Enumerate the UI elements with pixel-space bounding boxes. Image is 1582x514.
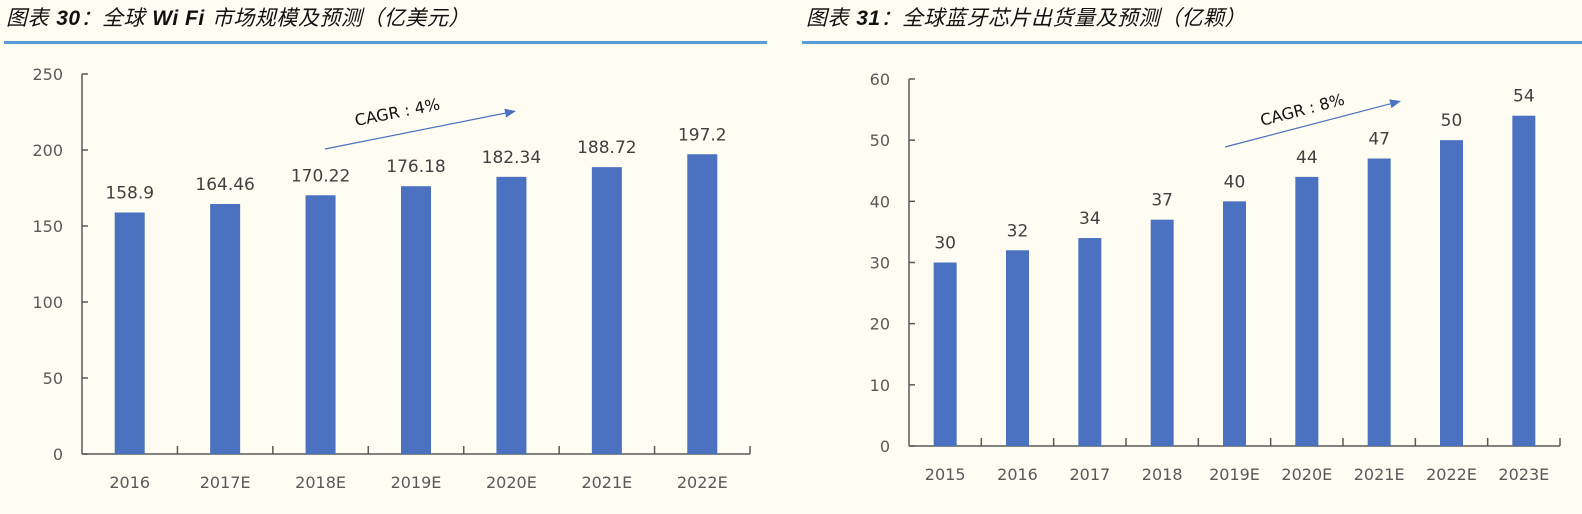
title-colon: ： [80, 6, 103, 30]
bar [305, 195, 336, 454]
x-tick-label: 2020E [1281, 465, 1332, 484]
x-tick-label: 2017 [1069, 465, 1110, 484]
y-tick-label: 40 [870, 192, 890, 211]
bar-chart-bluetooth: 0 10 20 30 40 50 60 30 2015 32 2016 34 2017 37 2018 40 2… [870, 70, 1561, 484]
y-tick-label: 20 [870, 315, 890, 334]
x-tick-label: 2015 [925, 465, 966, 484]
y-tick-label: 250 [32, 65, 63, 84]
bar-value-label: 44 [1296, 148, 1318, 168]
x-tick-label: 2019E [1209, 465, 1260, 484]
x-tick-label: 2021E [581, 473, 632, 492]
bar-value-label: 32 [1007, 221, 1029, 241]
title-underline [4, 41, 767, 44]
title-colon: ： [880, 6, 903, 30]
x-tick-label: 2016 [997, 465, 1038, 484]
bar [1440, 140, 1463, 446]
bar-value-label: 54 [1513, 87, 1535, 107]
figure-number: 30 [56, 7, 81, 30]
x-tick-label: 2019E [391, 473, 442, 492]
bar-value-label: 170.22 [291, 166, 350, 186]
bar-value-label: 30 [934, 234, 956, 254]
bar [1150, 219, 1174, 446]
bar-value-label: 40 [1224, 172, 1246, 192]
y-tick-label: 0 [880, 437, 890, 456]
cagr-arrow-line [1224, 103, 1391, 148]
title-text: 全球 [102, 6, 153, 30]
y-tick-label: 30 [870, 254, 890, 273]
bar-value-label: 50 [1441, 111, 1463, 131]
x-tick-label: 2023E [1498, 465, 1549, 484]
bar [591, 167, 622, 454]
x-tick-label: 2021E [1354, 465, 1405, 484]
y-tick-label: 10 [870, 376, 890, 395]
bar-value-label: 188.72 [577, 138, 636, 158]
title-underline [802, 41, 1582, 44]
bar [1367, 158, 1391, 446]
bar-value-label: 176.18 [386, 157, 445, 177]
bar [933, 262, 957, 446]
y-tick-label: 100 [32, 293, 63, 312]
bar [1295, 176, 1319, 446]
cagr-annotation: CAGR : 4% [353, 94, 441, 129]
bar [210, 204, 241, 454]
chart-panel-wifi: 图表 30：全球 Wi Fi 市场规模及预测（亿美元） 0 50 100 150 200… [0, 0, 780, 514]
bar-value-label: 37 [1151, 191, 1173, 211]
bar-value-label: 158.9 [105, 183, 154, 203]
bar [1006, 250, 1029, 446]
title-prefix: 图表 [806, 6, 857, 30]
bar-value-label: 47 [1368, 130, 1390, 150]
bar [401, 186, 431, 454]
title-prefix: 图表 [6, 6, 57, 30]
bar [1078, 238, 1102, 446]
bar [496, 176, 527, 454]
bar [1223, 201, 1246, 446]
cagr-annotation: CAGR : 8% [1258, 90, 1346, 130]
title-text-rest: 市场规模及预测（亿美元） [204, 6, 470, 30]
y-tick-label: 60 [870, 70, 890, 89]
bar [687, 154, 718, 455]
bar-value-label: 197.2 [678, 125, 727, 145]
figure-number: 31 [856, 7, 881, 30]
bar-value-label: 182.34 [482, 148, 541, 168]
title-text: 全球蓝牙芯片出货量及预测（亿颗） [902, 6, 1247, 30]
y-tick-label: 200 [32, 141, 63, 160]
y-tick-label: 150 [32, 217, 63, 236]
bar-value-label: 164.46 [195, 175, 254, 195]
cagr-arrow-line [324, 112, 506, 150]
x-tick-label: 2016 [109, 473, 150, 492]
y-tick-label: 50 [870, 131, 890, 150]
x-tick-label: 2018 [1142, 465, 1183, 484]
x-tick-label: 2017E [200, 473, 251, 492]
bar [1512, 115, 1536, 446]
bar-value-label: 34 [1079, 209, 1101, 229]
x-tick-label: 2018E [295, 473, 346, 492]
title-bold-text: Wi Fi [152, 7, 205, 30]
y-tick-label: 0 [53, 445, 63, 464]
x-tick-label: 2022E [1426, 465, 1477, 484]
chart-title-wifi: 图表 30：全球 Wi Fi 市场规模及预测（亿美元） [6, 2, 470, 32]
y-tick-label: 50 [43, 369, 63, 388]
chart-panel-bluetooth: 图表 31：全球蓝牙芯片出货量及预测（亿颗） 0 10 20 30 40 50 60 30 20… [790, 0, 1582, 514]
bar [114, 212, 145, 454]
bar-chart-wifi: 0 50 100 150 200 250 158.9 2016 164.46 2017E 170.2… [32, 65, 751, 492]
chart-title-bluetooth: 图表 31：全球蓝牙芯片出货量及预测（亿颗） [806, 2, 1246, 32]
arrow-head-icon [1389, 99, 1401, 109]
arrow-head-icon [504, 108, 516, 118]
x-tick-label: 2020E [486, 473, 537, 492]
x-tick-label: 2022E [677, 473, 728, 492]
